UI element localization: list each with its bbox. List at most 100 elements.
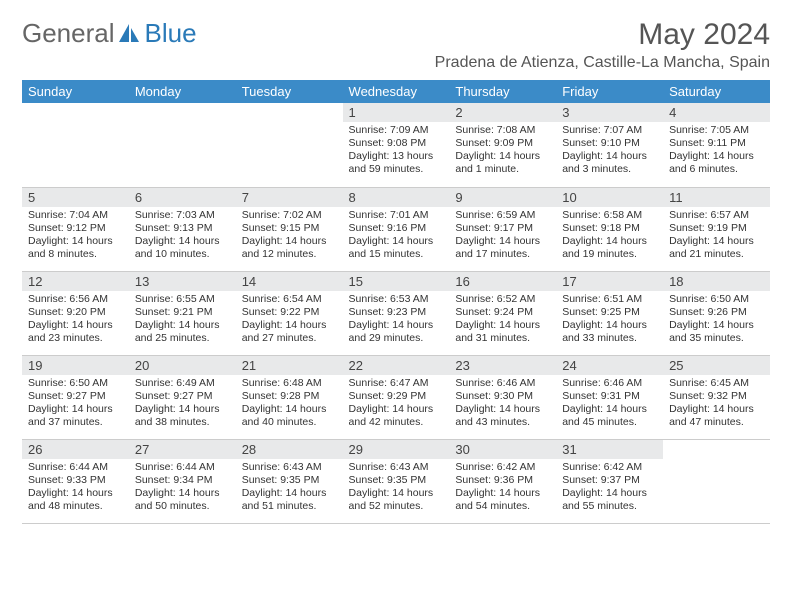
calendar-week-row: 1Sunrise: 7:09 AMSunset: 9:08 PMDaylight… — [22, 103, 770, 187]
day-number: 12 — [22, 272, 129, 291]
day-content: Sunrise: 6:51 AMSunset: 9:25 PMDaylight:… — [556, 291, 663, 348]
day-number: 24 — [556, 356, 663, 375]
calendar-day-cell: 14Sunrise: 6:54 AMSunset: 9:22 PMDayligh… — [236, 271, 343, 355]
day-number: 20 — [129, 356, 236, 375]
day-content: Sunrise: 6:48 AMSunset: 9:28 PMDaylight:… — [236, 375, 343, 432]
day-number: 6 — [129, 188, 236, 207]
title-block: May 2024 Pradena de Atienza, Castille-La… — [435, 18, 770, 72]
day-content: Sunrise: 6:52 AMSunset: 9:24 PMDaylight:… — [449, 291, 556, 348]
day-number: 25 — [663, 356, 770, 375]
weekday-header: Saturday — [663, 80, 770, 103]
day-number: 27 — [129, 440, 236, 459]
location-text: Pradena de Atienza, Castille-La Mancha, … — [435, 54, 770, 72]
day-number: 21 — [236, 356, 343, 375]
weekday-header: Tuesday — [236, 80, 343, 103]
weekday-header: Thursday — [449, 80, 556, 103]
month-title: May 2024 — [435, 18, 770, 52]
calendar-day-cell: 13Sunrise: 6:55 AMSunset: 9:21 PMDayligh… — [129, 271, 236, 355]
day-content: Sunrise: 6:49 AMSunset: 9:27 PMDaylight:… — [129, 375, 236, 432]
calendar-day-cell — [129, 103, 236, 187]
day-number: 18 — [663, 272, 770, 291]
calendar-day-cell — [236, 103, 343, 187]
calendar-day-cell: 7Sunrise: 7:02 AMSunset: 9:15 PMDaylight… — [236, 187, 343, 271]
day-number: 30 — [449, 440, 556, 459]
day-number: 15 — [343, 272, 450, 291]
day-number: 1 — [343, 103, 450, 122]
calendar-day-cell — [22, 103, 129, 187]
day-content: Sunrise: 6:45 AMSunset: 9:32 PMDaylight:… — [663, 375, 770, 432]
day-content: Sunrise: 6:44 AMSunset: 9:33 PMDaylight:… — [22, 459, 129, 516]
day-number: 16 — [449, 272, 556, 291]
calendar-day-cell: 16Sunrise: 6:52 AMSunset: 9:24 PMDayligh… — [449, 271, 556, 355]
day-number: 10 — [556, 188, 663, 207]
day-number: 23 — [449, 356, 556, 375]
weekday-header: Friday — [556, 80, 663, 103]
calendar-day-cell: 11Sunrise: 6:57 AMSunset: 9:19 PMDayligh… — [663, 187, 770, 271]
brand-logo: General Blue — [22, 18, 197, 49]
brand-part2: Blue — [145, 18, 197, 49]
day-content: Sunrise: 7:01 AMSunset: 9:16 PMDaylight:… — [343, 207, 450, 264]
day-content: Sunrise: 7:03 AMSunset: 9:13 PMDaylight:… — [129, 207, 236, 264]
calendar-day-cell: 26Sunrise: 6:44 AMSunset: 9:33 PMDayligh… — [22, 439, 129, 523]
calendar-week-row: 5Sunrise: 7:04 AMSunset: 9:12 PMDaylight… — [22, 187, 770, 271]
day-content: Sunrise: 6:59 AMSunset: 9:17 PMDaylight:… — [449, 207, 556, 264]
calendar-day-cell: 1Sunrise: 7:09 AMSunset: 9:08 PMDaylight… — [343, 103, 450, 187]
day-content: Sunrise: 7:07 AMSunset: 9:10 PMDaylight:… — [556, 122, 663, 179]
weekday-header: Monday — [129, 80, 236, 103]
day-content: Sunrise: 6:53 AMSunset: 9:23 PMDaylight:… — [343, 291, 450, 348]
calendar-day-cell: 21Sunrise: 6:48 AMSunset: 9:28 PMDayligh… — [236, 355, 343, 439]
day-content: Sunrise: 6:54 AMSunset: 9:22 PMDaylight:… — [236, 291, 343, 348]
calendar-day-cell — [663, 439, 770, 523]
calendar-day-cell: 19Sunrise: 6:50 AMSunset: 9:27 PMDayligh… — [22, 355, 129, 439]
day-number: 31 — [556, 440, 663, 459]
day-content: Sunrise: 7:05 AMSunset: 9:11 PMDaylight:… — [663, 122, 770, 179]
day-content: Sunrise: 6:47 AMSunset: 9:29 PMDaylight:… — [343, 375, 450, 432]
brand-part1: General — [22, 18, 115, 49]
calendar-day-cell: 9Sunrise: 6:59 AMSunset: 9:17 PMDaylight… — [449, 187, 556, 271]
day-content: Sunrise: 6:58 AMSunset: 9:18 PMDaylight:… — [556, 207, 663, 264]
calendar-day-cell: 25Sunrise: 6:45 AMSunset: 9:32 PMDayligh… — [663, 355, 770, 439]
calendar-day-cell: 4Sunrise: 7:05 AMSunset: 9:11 PMDaylight… — [663, 103, 770, 187]
calendar-day-cell: 24Sunrise: 6:46 AMSunset: 9:31 PMDayligh… — [556, 355, 663, 439]
calendar-week-row: 26Sunrise: 6:44 AMSunset: 9:33 PMDayligh… — [22, 439, 770, 523]
calendar-day-cell: 10Sunrise: 6:58 AMSunset: 9:18 PMDayligh… — [556, 187, 663, 271]
day-number: 5 — [22, 188, 129, 207]
day-content: Sunrise: 7:08 AMSunset: 9:09 PMDaylight:… — [449, 122, 556, 179]
weekday-header: Wednesday — [343, 80, 450, 103]
day-content: Sunrise: 6:46 AMSunset: 9:31 PMDaylight:… — [556, 375, 663, 432]
calendar-week-row: 12Sunrise: 6:56 AMSunset: 9:20 PMDayligh… — [22, 271, 770, 355]
day-number: 22 — [343, 356, 450, 375]
calendar-day-cell: 3Sunrise: 7:07 AMSunset: 9:10 PMDaylight… — [556, 103, 663, 187]
day-content: Sunrise: 7:04 AMSunset: 9:12 PMDaylight:… — [22, 207, 129, 264]
day-number: 8 — [343, 188, 450, 207]
calendar-day-cell: 6Sunrise: 7:03 AMSunset: 9:13 PMDaylight… — [129, 187, 236, 271]
calendar-table: SundayMondayTuesdayWednesdayThursdayFrid… — [22, 80, 770, 524]
calendar-day-cell: 23Sunrise: 6:46 AMSunset: 9:30 PMDayligh… — [449, 355, 556, 439]
calendar-day-cell: 8Sunrise: 7:01 AMSunset: 9:16 PMDaylight… — [343, 187, 450, 271]
calendar-day-cell: 2Sunrise: 7:08 AMSunset: 9:09 PMDaylight… — [449, 103, 556, 187]
calendar-week-row: 19Sunrise: 6:50 AMSunset: 9:27 PMDayligh… — [22, 355, 770, 439]
day-number: 3 — [556, 103, 663, 122]
calendar-day-cell: 20Sunrise: 6:49 AMSunset: 9:27 PMDayligh… — [129, 355, 236, 439]
day-content: Sunrise: 6:44 AMSunset: 9:34 PMDaylight:… — [129, 459, 236, 516]
day-content: Sunrise: 6:50 AMSunset: 9:27 PMDaylight:… — [22, 375, 129, 432]
calendar-day-cell: 22Sunrise: 6:47 AMSunset: 9:29 PMDayligh… — [343, 355, 450, 439]
calendar-day-cell: 18Sunrise: 6:50 AMSunset: 9:26 PMDayligh… — [663, 271, 770, 355]
header: General Blue May 2024 Pradena de Atienza… — [22, 18, 770, 72]
day-content: Sunrise: 6:56 AMSunset: 9:20 PMDaylight:… — [22, 291, 129, 348]
calendar-day-cell: 12Sunrise: 6:56 AMSunset: 9:20 PMDayligh… — [22, 271, 129, 355]
day-content: Sunrise: 6:50 AMSunset: 9:26 PMDaylight:… — [663, 291, 770, 348]
day-content: Sunrise: 6:46 AMSunset: 9:30 PMDaylight:… — [449, 375, 556, 432]
calendar-day-cell: 30Sunrise: 6:42 AMSunset: 9:36 PMDayligh… — [449, 439, 556, 523]
day-number: 7 — [236, 188, 343, 207]
day-number: 28 — [236, 440, 343, 459]
day-number: 13 — [129, 272, 236, 291]
day-content: Sunrise: 6:43 AMSunset: 9:35 PMDaylight:… — [236, 459, 343, 516]
weekday-header-row: SundayMondayTuesdayWednesdayThursdayFrid… — [22, 80, 770, 103]
day-content: Sunrise: 6:42 AMSunset: 9:37 PMDaylight:… — [556, 459, 663, 516]
calendar-day-cell: 17Sunrise: 6:51 AMSunset: 9:25 PMDayligh… — [556, 271, 663, 355]
calendar-day-cell: 31Sunrise: 6:42 AMSunset: 9:37 PMDayligh… — [556, 439, 663, 523]
day-content: Sunrise: 6:42 AMSunset: 9:36 PMDaylight:… — [449, 459, 556, 516]
calendar-day-cell: 28Sunrise: 6:43 AMSunset: 9:35 PMDayligh… — [236, 439, 343, 523]
day-number: 11 — [663, 188, 770, 207]
